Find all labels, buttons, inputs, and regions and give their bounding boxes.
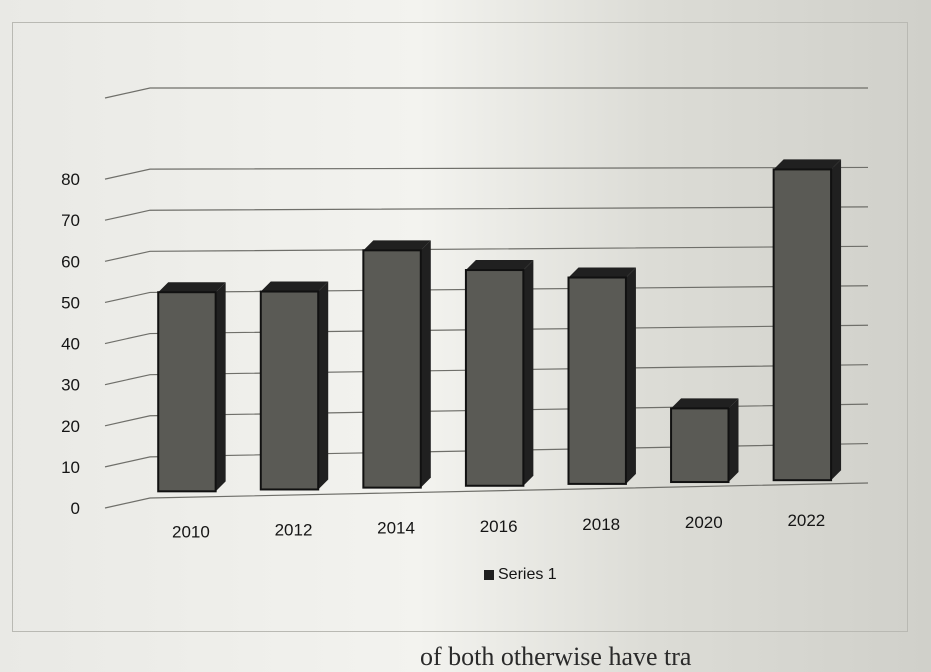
x-tick-label: 2018 (582, 515, 620, 534)
x-tick-label: 2014 (377, 519, 415, 538)
bar (362, 240, 431, 489)
grid-line (104, 482, 869, 509)
bar (772, 159, 842, 482)
bar (464, 260, 534, 487)
legend-label: Series 1 (498, 566, 557, 583)
x-tick-label: 2010 (172, 522, 210, 541)
y-tick-label: 50 (61, 293, 80, 312)
legend-swatch (484, 570, 494, 580)
grid-line (104, 245, 869, 262)
bars (157, 159, 842, 493)
y-tick-label: 30 (61, 376, 80, 395)
bar (567, 267, 636, 485)
y-tick-label: 40 (61, 335, 80, 354)
y-tick-label: 70 (61, 211, 80, 230)
y-axis-ticks: 0 10 20 30 40 50 60 70 80 (61, 170, 80, 518)
legend: Series 1 (484, 566, 557, 584)
y-tick-label: 80 (61, 170, 80, 189)
bar (670, 398, 739, 484)
x-tick-label: 2020 (685, 513, 723, 532)
y-tick-label: 20 (61, 417, 80, 436)
grid-line (104, 166, 869, 180)
x-tick-label: 2022 (787, 511, 825, 530)
x-tick-label: 2016 (480, 517, 518, 536)
bar (157, 282, 226, 493)
x-axis-labels: 2010 2012 2014 2016 2018 2020 2022 (172, 511, 825, 541)
page-text-fragment: of both otherwise have tra (420, 642, 692, 671)
y-tick-label: 60 (61, 252, 80, 271)
grid-line (104, 87, 868, 99)
y-tick-label: 10 (61, 458, 80, 477)
grid-line (104, 206, 869, 221)
y-tick-label: 0 (71, 499, 80, 518)
bar (259, 281, 329, 491)
chart-frame (12, 22, 908, 632)
x-tick-label: 2012 (275, 520, 313, 539)
